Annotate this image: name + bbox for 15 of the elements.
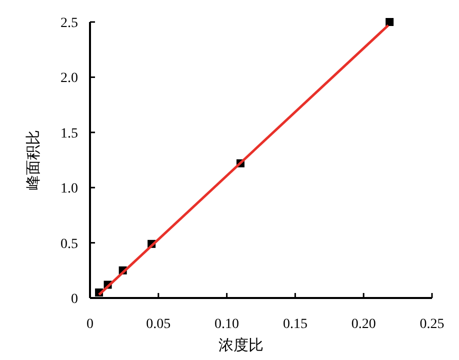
x-tick-label: 0.25 xyxy=(420,317,444,332)
x-tick-label: 0.20 xyxy=(351,317,376,332)
y-tick-label: 0 xyxy=(71,292,78,307)
y-axis-title: 峰面积比 xyxy=(25,130,42,190)
y-tick-label: 1.5 xyxy=(60,126,78,142)
y-tick-label: 0.5 xyxy=(60,236,78,252)
x-tick-label: 0.10 xyxy=(214,317,240,332)
x-tick-label: 0.05 xyxy=(146,317,171,332)
y-tick-label: 2.0 xyxy=(60,71,78,86)
y-tick-label: 2.5 xyxy=(60,16,78,31)
point xyxy=(386,18,394,26)
x-axis-title: 浓度比 xyxy=(218,337,264,354)
x-tick-label: 0 xyxy=(86,317,94,332)
x-tick-label: 0.15 xyxy=(282,317,308,332)
y-tick-label: 1.0 xyxy=(60,182,78,197)
